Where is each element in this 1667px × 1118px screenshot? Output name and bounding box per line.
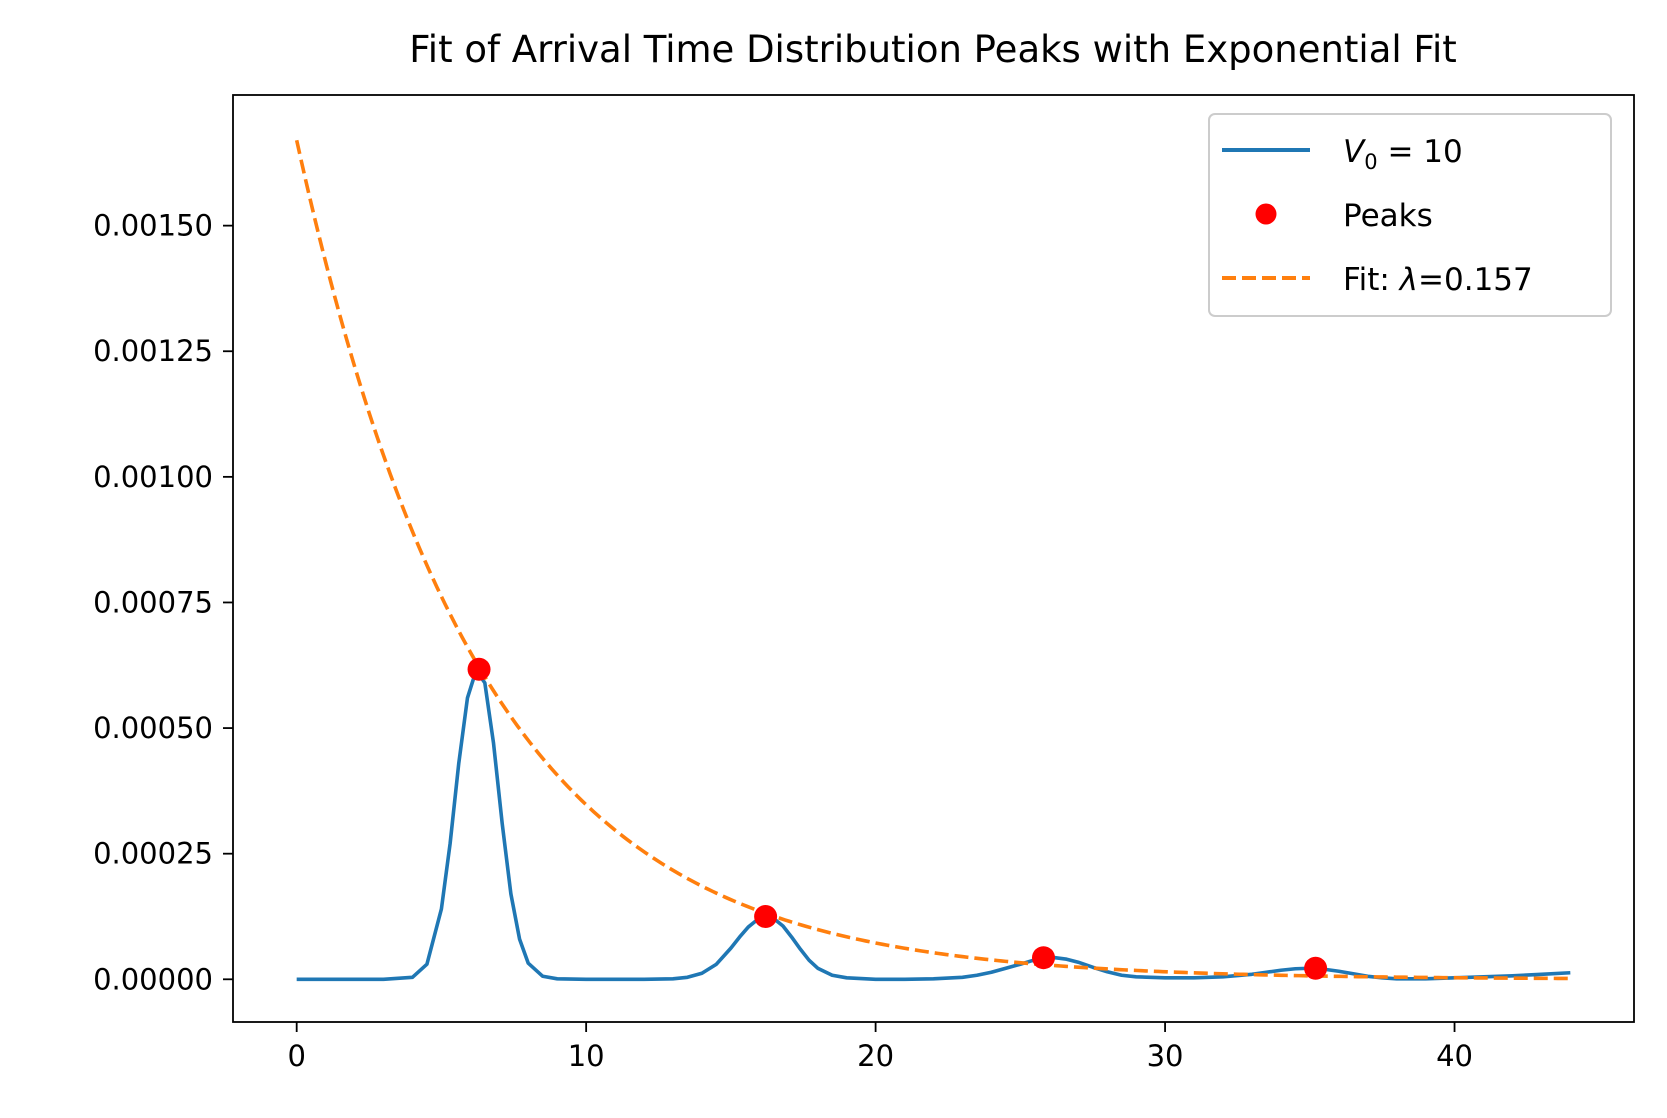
peak-marker: [754, 904, 778, 928]
chart-title: Fit of Arrival Time Distribution Peaks w…: [409, 28, 1457, 71]
legend-signal-label: V0 = 10: [1343, 134, 1463, 174]
axes: 0 10 20 30 40 0.00000 0.00025 0.00050 0.00075 0.0…: [93, 94, 1635, 1073]
legend-signal-value: = 10: [1378, 134, 1463, 170]
axes-frame: [232, 94, 1635, 1023]
plot-area: [294, 139, 1571, 982]
series-fit-line: [294, 139, 1571, 981]
legend-fit-label: Fit: λ=0.157: [1343, 262, 1533, 298]
legend-fit-prefix: Fit:: [1343, 262, 1400, 298]
y-tick-label: 0.00050: [93, 711, 213, 745]
legend-signal-symbol: V: [1343, 134, 1367, 170]
y-tick-label: 0.00150: [93, 209, 213, 243]
x-tick-label: 10: [568, 1039, 605, 1073]
peak-marker: [467, 657, 491, 681]
y-tick-label: 0.00100: [93, 460, 213, 494]
y-tick-label: 0.00025: [93, 837, 213, 871]
legend-fit-symbol: λ: [1398, 262, 1418, 298]
peak-marker: [1304, 956, 1328, 980]
legend-peaks-swatch: [1255, 203, 1277, 225]
y-tick-label: 0.00075: [93, 585, 213, 619]
legend-box: [1208, 113, 1612, 317]
y-tick-label: 0.00000: [93, 962, 213, 996]
legend: V0 = 10 Peaks Fit: λ=0.157: [1208, 113, 1612, 317]
x-tick-label: 30: [1147, 1039, 1184, 1073]
legend-signal-subscript: 0: [1364, 150, 1377, 174]
x-tick-label: 20: [857, 1039, 894, 1073]
legend-peaks-label: Peaks: [1343, 198, 1433, 234]
x-tick-label: 0: [287, 1039, 305, 1073]
x-tick-label: 40: [1436, 1039, 1473, 1073]
legend-fit-value: =0.157: [1418, 262, 1533, 298]
plot-series-group: [294, 139, 1571, 982]
y-tick-label: 0.00125: [93, 334, 213, 368]
peak-marker: [1031, 946, 1055, 970]
